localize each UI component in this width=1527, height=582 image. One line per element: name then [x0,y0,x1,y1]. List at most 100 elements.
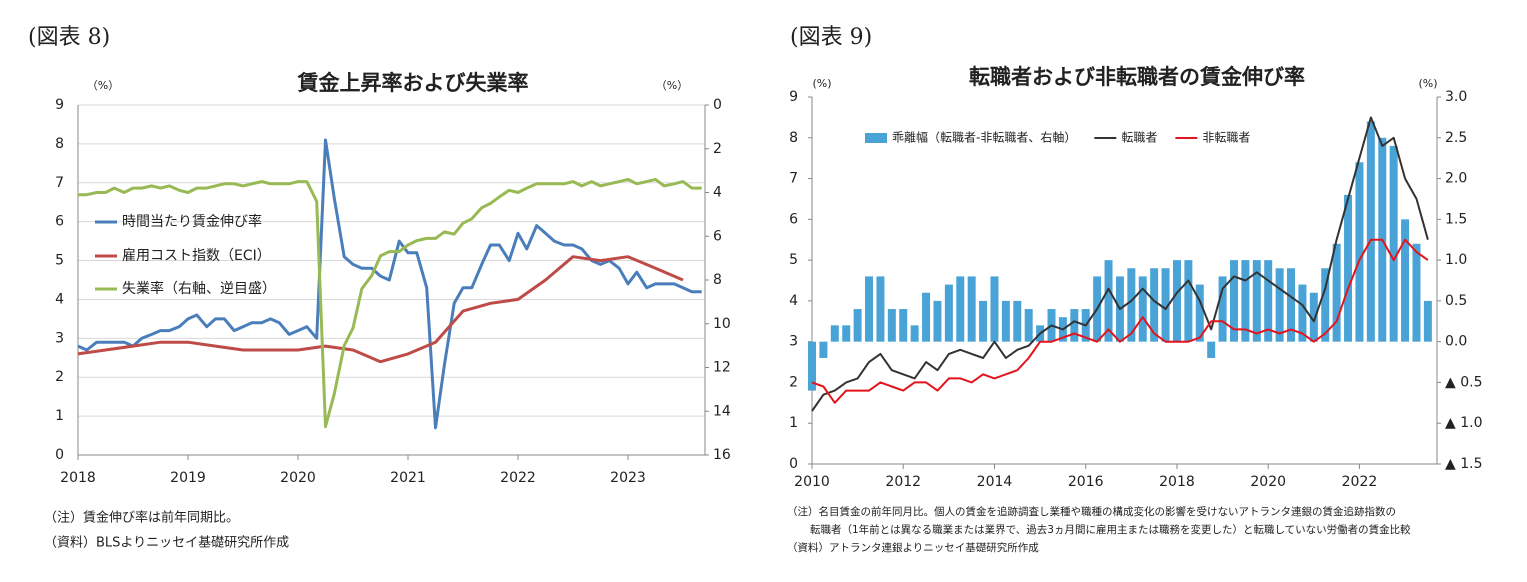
bar [922,292,931,342]
y2-axis-unit: （%） [656,79,688,92]
bar [967,276,976,342]
bar [1423,300,1432,342]
y-tick-label: 6 [55,214,64,230]
x-tick-label: 2018 [1159,474,1195,490]
bar [933,300,942,342]
bar [1001,300,1010,342]
note: （資料）BLSよりニッセイ基礎研究所作成 [44,536,289,551]
y2-tick-label: 8 [713,272,722,288]
note: （注）賃金伸び率は前年同期比。 [44,510,239,526]
bar [1252,260,1261,342]
bar [979,300,988,342]
x-tick-label: 2018 [60,470,96,486]
y-tick-label: 1 [789,415,798,431]
legend-label: 失業率（右軸、逆目盛） [122,280,276,297]
y-tick-label: 6 [789,211,798,227]
line-series [78,177,702,429]
y-tick-label: 9 [55,97,64,113]
bar [842,325,851,342]
bar [1184,260,1193,342]
bar [830,325,839,342]
y2-tick-label: 0 [713,97,722,113]
bar [1207,341,1216,358]
bar [1275,268,1284,342]
bar [853,309,862,342]
bar [1161,268,1170,342]
legend-swatch [865,133,887,143]
y2-tick-label: 12 [713,360,731,376]
y-tick-label: 5 [789,252,798,268]
x-tick-label: 2014 [977,474,1013,490]
x-tick-label: 2012 [885,474,921,490]
line-series [77,138,702,430]
y-tick-label: 8 [55,136,64,152]
x-tick-label: 2022 [1342,474,1378,490]
bar [1298,284,1307,342]
bar [1150,268,1159,342]
y2-tick-label: 10 [713,316,731,332]
note: 転職者（1年前とは異なる職業または業界で、過去3ヵ月間に雇用主または職務を変更し… [810,523,1411,536]
figure-label: (図表 8) [28,25,110,50]
legend-label: 雇用コスト指数（ECI） [122,247,271,264]
bar [1332,243,1341,342]
bar [887,309,896,342]
bar [956,276,965,342]
x-tick-label: 2022 [500,470,536,486]
y-tick-label: 2 [789,374,798,390]
y-tick-label: 8 [789,130,798,146]
y2-tick-label: ▲ 1.5 [1445,456,1482,472]
bar [1218,276,1227,342]
chart-title: 転職者および非転職者の賃金伸び率 [969,65,1305,89]
bar [910,325,919,342]
bar [944,284,953,342]
y-tick-label: 5 [55,253,64,269]
y-tick-label: 3 [55,330,64,346]
y-axis-unit: （%） [87,79,119,92]
note: （資料）アトランタ連銀よりニッセイ基礎研究所作成 [787,541,1039,554]
x-tick-label: 2019 [170,470,206,486]
bar [876,276,885,342]
y2-axis-unit: (%) [1418,77,1437,90]
y-tick-label: 4 [789,293,798,309]
y-tick-label: 0 [55,447,64,463]
y-tick-label: 9 [789,89,798,105]
y-tick-label: 2 [55,369,64,385]
bar [1309,292,1318,342]
bar [1389,145,1398,342]
bar [865,276,874,342]
bar [1241,260,1250,342]
figure-label: (図表 9) [790,25,872,50]
legend-label: 非転職者 [1202,131,1250,145]
bar [1264,260,1273,342]
line-series [811,116,1429,412]
bar [1195,284,1204,342]
bar [1229,260,1238,342]
y2-tick-label: 0.5 [1445,293,1467,309]
x-tick-label: 2021 [390,470,426,486]
y2-tick-label: 1.0 [1445,252,1467,268]
y2-tick-label: 16 [713,447,731,463]
y2-tick-label: 2.0 [1445,171,1467,187]
bar [1287,268,1296,342]
x-tick-label: 2020 [280,470,316,486]
y2-tick-label: ▲ 1.0 [1445,415,1482,431]
y-tick-label: 4 [55,291,64,307]
bar [1104,260,1113,342]
y2-tick-label: 4 [713,185,722,201]
bar [819,341,828,358]
x-tick-label: 2020 [1250,474,1286,490]
bar [1412,243,1421,342]
x-tick-label: 2010 [794,474,830,490]
y-axis-unit: (%) [812,77,831,90]
y-tick-label: 3 [789,334,798,350]
line-series [77,255,684,364]
y2-tick-label: 14 [713,403,731,419]
y-tick-label: 7 [55,175,64,191]
note: （注）名目賃金の前年同月比。個人の賃金を追跡調査し業種や職種の構成変化の影響を受… [787,505,1396,518]
bar [1138,276,1147,342]
chart-title: 賃金上昇率および失業率 [297,71,529,95]
y2-tick-label: 6 [713,228,722,244]
bar [1344,194,1353,342]
bar [1024,309,1033,342]
